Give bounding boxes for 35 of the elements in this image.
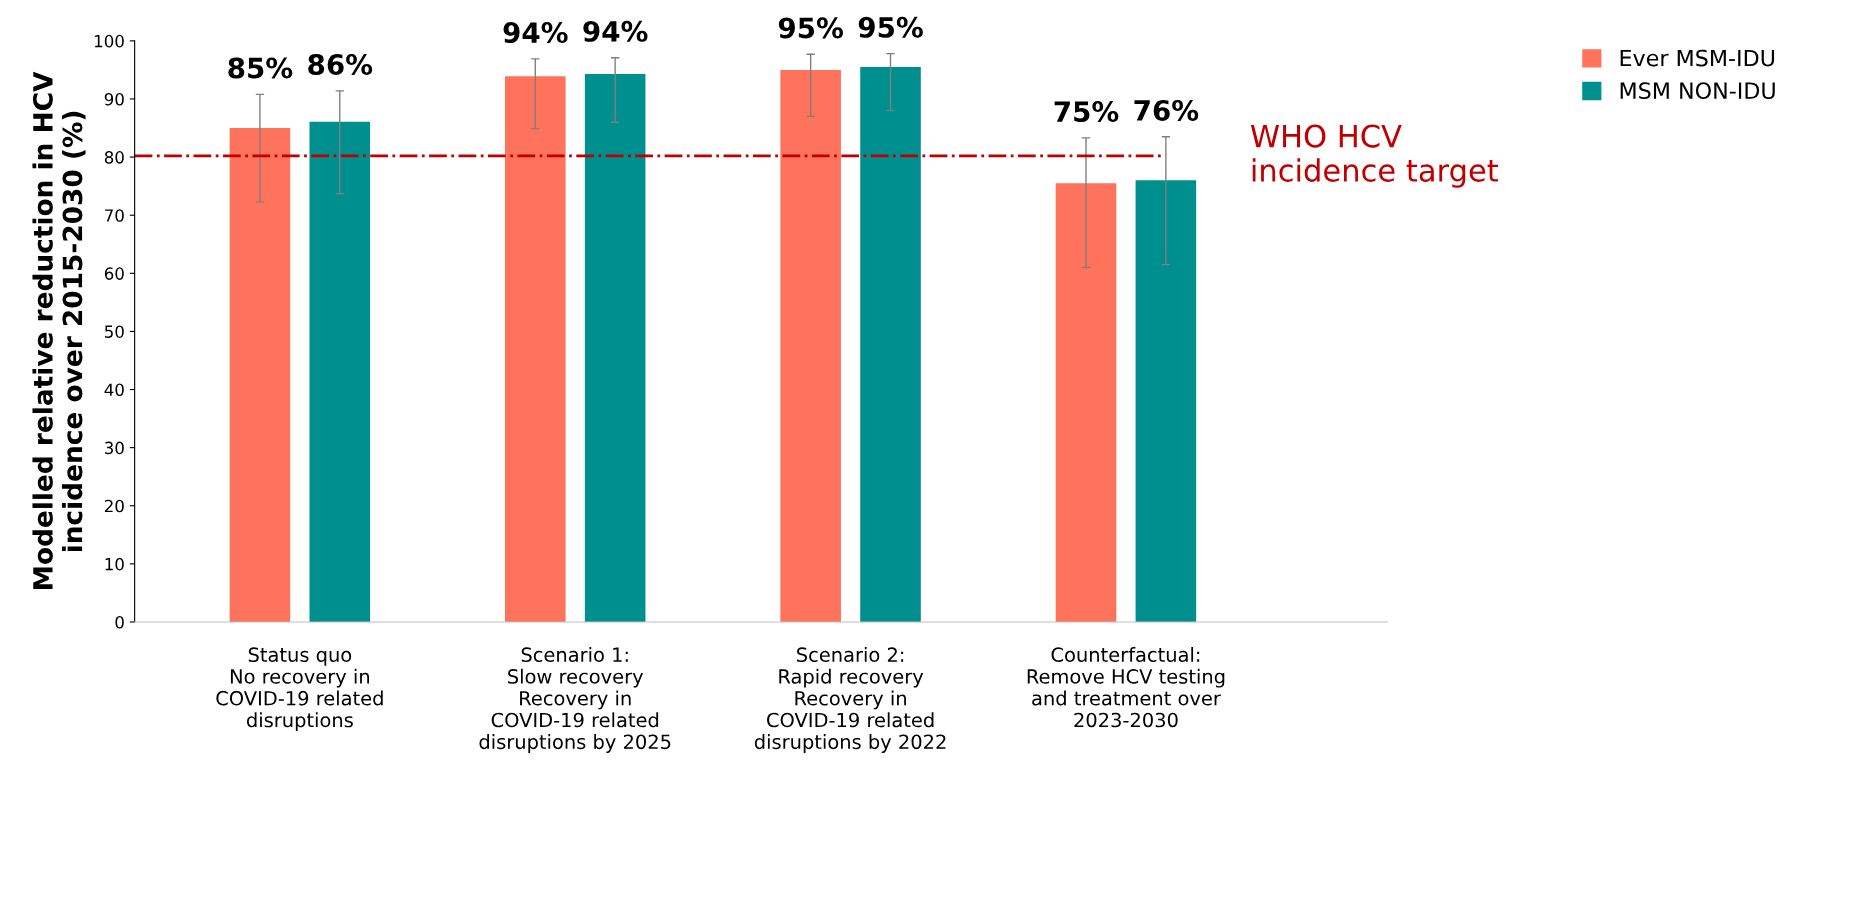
data-label: 86% [308,53,373,75]
bar [1055,183,1117,622]
y-tick-label: 10 [105,557,124,571]
y-tick-label: 70 [105,209,124,222]
y-tick-label: 100 [94,34,124,48]
x-tick-label: Scenario 2: Rapid recovery Recovery in COVID-19 related disruptions by 2022 [754,646,946,753]
data-label: 95% [778,17,844,39]
bar [780,69,841,622]
y-axis-title: Modelled relative reduction in HCV incidence over 2015-2030 (%) [32,71,86,589]
bar [1135,180,1197,622]
y-tick-label: 80 [104,151,124,164]
y-tick-label: 30 [104,441,124,455]
y-tick-label: 0 [115,615,124,629]
legend-label: MSM NON-IDU [1620,82,1775,100]
bar [860,67,921,622]
legend-label: Ever MSM-IDU [1620,49,1775,67]
y-tick-label: 20 [104,499,124,513]
bar [505,76,566,622]
data-label: 75% [1054,101,1119,123]
data-label: 94% [503,22,568,44]
x-tick-label: Scenario 1: Slow recovery Recovery in COVID-19 related disruptions by 2025 [479,646,671,753]
x-tick-label: Counterfactual: Remove HCV testing and treatment over 2023-2030 [1027,646,1225,728]
bar [229,128,291,622]
data-label: 85% [228,57,293,79]
y-tick-label: 90 [104,92,124,106]
bar [584,73,646,622]
x-tick-label: Status quo No recovery in COVID-19 related disruptions [216,647,383,732]
y-tick-label: 40 [104,383,124,397]
data-label: 94% [583,20,648,42]
data-label: 76% [1134,99,1199,121]
bar [309,121,371,622]
y-tick-label: 60 [104,267,124,280]
ref-line-label: WHO HCV incidence target [1250,124,1499,188]
data-label: 95% [858,16,923,38]
y-tick-label: 50 [105,325,124,338]
